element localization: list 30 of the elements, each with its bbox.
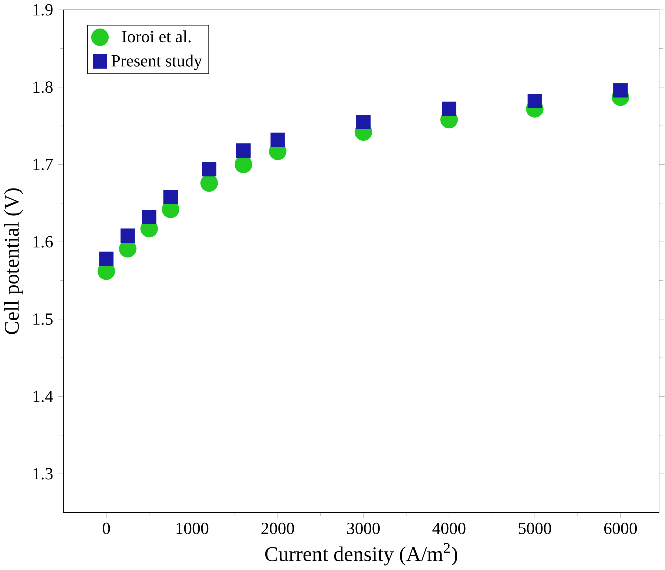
x-tick-label: 4000 xyxy=(432,522,466,534)
point xyxy=(356,114,371,130)
x-axis-title: Current density (A/m$^{2}$) xyxy=(265,543,458,566)
point xyxy=(142,210,157,224)
y-tick-label: 1.8 xyxy=(34,82,53,94)
y-tick-label: 1.9 xyxy=(34,4,53,16)
point xyxy=(202,162,217,177)
y-tick-label: 1.6 xyxy=(34,236,54,248)
point xyxy=(270,132,286,148)
point xyxy=(120,228,136,244)
y-tick-label: 1.3 xyxy=(34,468,53,480)
point xyxy=(164,190,178,204)
point xyxy=(442,102,457,116)
point xyxy=(200,174,218,192)
x-tick-label: 3000 xyxy=(347,522,380,534)
point xyxy=(99,252,114,266)
x-tick-label: 5000 xyxy=(519,522,552,534)
legend-label: Ioroi et al. xyxy=(122,30,191,43)
x-tick-label: 6000 xyxy=(604,522,638,534)
legend-label: Present study xyxy=(112,54,202,70)
point xyxy=(528,94,542,108)
x-tick-label: 0 xyxy=(102,522,110,534)
y-tick-label: 1.5 xyxy=(34,314,53,326)
point xyxy=(614,83,628,98)
y-axis-title: Cell potential (V) xyxy=(4,188,24,334)
x-tick-label: 1000 xyxy=(176,522,209,534)
point xyxy=(236,144,251,158)
x-tick-label: 2000 xyxy=(262,522,294,534)
y-tick-label: 1.4 xyxy=(34,390,54,402)
y-tick-label: 1.7 xyxy=(34,158,54,170)
